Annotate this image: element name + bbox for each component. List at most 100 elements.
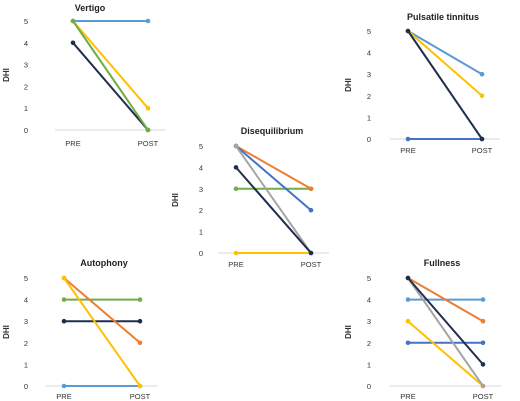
data-point <box>479 93 485 99</box>
x-tick-label: PRE <box>228 260 243 269</box>
series <box>405 275 486 389</box>
y-axis-label: DHI <box>2 325 11 339</box>
x-tick-label: POST <box>472 146 493 155</box>
data-point <box>137 340 143 346</box>
data-point <box>61 318 67 324</box>
series <box>233 143 314 192</box>
data-point <box>70 40 76 46</box>
y-tick-label: 5 <box>367 274 371 283</box>
data-point <box>479 136 485 142</box>
x-tick-label: POST <box>130 392 151 401</box>
chart-title: Autophony <box>80 258 128 268</box>
y-tick-label: 5 <box>199 142 203 151</box>
y-axis-label: DHI <box>344 325 353 339</box>
data-point <box>480 340 486 346</box>
data-point <box>145 18 151 24</box>
y-tick-label: 3 <box>367 317 371 326</box>
series-line <box>407 277 484 323</box>
x-tick-label: POST <box>138 139 159 148</box>
data-point <box>137 383 143 389</box>
series-line <box>407 30 483 140</box>
series <box>233 250 314 256</box>
series <box>61 275 143 346</box>
y-tick-label: 0 <box>24 382 28 391</box>
chart-title: Vertigo <box>75 3 106 13</box>
x-tick-label: POST <box>301 260 322 269</box>
series-line <box>235 145 312 254</box>
y-tick-label: 4 <box>24 39 28 48</box>
chart-title: Fullness <box>424 258 461 268</box>
series <box>61 275 143 389</box>
y-axis-label: DHI <box>2 68 11 82</box>
y-tick-label: 0 <box>199 249 203 258</box>
data-point <box>308 186 314 192</box>
series-line <box>235 145 312 211</box>
series <box>70 18 151 111</box>
data-point <box>308 207 314 213</box>
chart-pulsatile-tinnitus: Pulsatile tinnitus DHI 0 1 2 3 4 5 PRE POST <box>344 12 500 155</box>
data-point <box>405 318 411 324</box>
data-point <box>70 18 76 24</box>
y-axis-label: DHI <box>344 78 353 92</box>
data-point <box>233 143 239 149</box>
data-point <box>308 250 314 256</box>
series <box>233 165 314 256</box>
series <box>405 275 486 367</box>
data-point <box>479 71 485 77</box>
chart-autophony: Autophony DHI 0 1 2 3 4 5 PRE POST <box>2 258 158 401</box>
series-line <box>63 277 141 387</box>
y-tick-label: 2 <box>367 339 371 348</box>
series <box>70 40 151 133</box>
data-point <box>405 340 411 346</box>
series <box>61 318 143 324</box>
series-line <box>407 277 484 366</box>
x-tick-label: PRE <box>65 139 80 148</box>
data-point <box>61 383 67 389</box>
data-point <box>61 275 67 281</box>
data-point <box>145 105 151 111</box>
series <box>405 28 485 142</box>
data-point <box>480 383 486 389</box>
x-tick-label: PRE <box>400 392 415 401</box>
y-tick-label: 3 <box>24 317 28 326</box>
y-tick-label: 2 <box>24 339 28 348</box>
y-tick-label: 3 <box>199 185 203 194</box>
y-tick-label: 2 <box>199 206 203 215</box>
x-tick-label: POST <box>473 392 494 401</box>
series <box>70 18 151 24</box>
y-tick-label: 4 <box>24 296 28 305</box>
data-point <box>145 127 151 133</box>
series <box>405 136 485 142</box>
series <box>233 143 314 256</box>
series-line <box>72 20 149 109</box>
y-tick-label: 1 <box>199 228 203 237</box>
data-point <box>137 297 143 302</box>
data-point <box>480 362 486 367</box>
y-tick-label: 0 <box>367 382 371 391</box>
series-line <box>407 277 484 387</box>
x-tick-label: PRE <box>400 146 415 155</box>
y-tick-label: 0 <box>367 135 371 144</box>
series-line <box>407 30 483 76</box>
data-point <box>405 297 411 302</box>
data-point <box>405 28 411 34</box>
y-tick-label: 0 <box>24 126 28 135</box>
y-tick-label: 4 <box>367 296 371 305</box>
data-point <box>405 136 411 142</box>
data-point <box>405 275 411 281</box>
y-tick-label: 2 <box>367 92 371 101</box>
chart-disequilibrium: Disequilibrium DHI 0 1 2 3 4 5 PRE POST <box>171 126 329 269</box>
y-tick-label: 1 <box>367 113 371 122</box>
y-tick-label: 5 <box>24 17 28 26</box>
series-line <box>72 42 149 131</box>
x-tick-label: PRE <box>56 392 71 401</box>
y-tick-label: 1 <box>24 104 28 113</box>
series <box>405 28 485 77</box>
data-point <box>137 318 143 324</box>
series-line <box>407 30 483 97</box>
data-point <box>61 297 67 302</box>
y-axis-label: DHI <box>171 193 180 207</box>
y-tick-label: 5 <box>367 27 371 36</box>
y-tick-label: 5 <box>24 274 28 283</box>
y-tick-label: 1 <box>24 360 28 369</box>
